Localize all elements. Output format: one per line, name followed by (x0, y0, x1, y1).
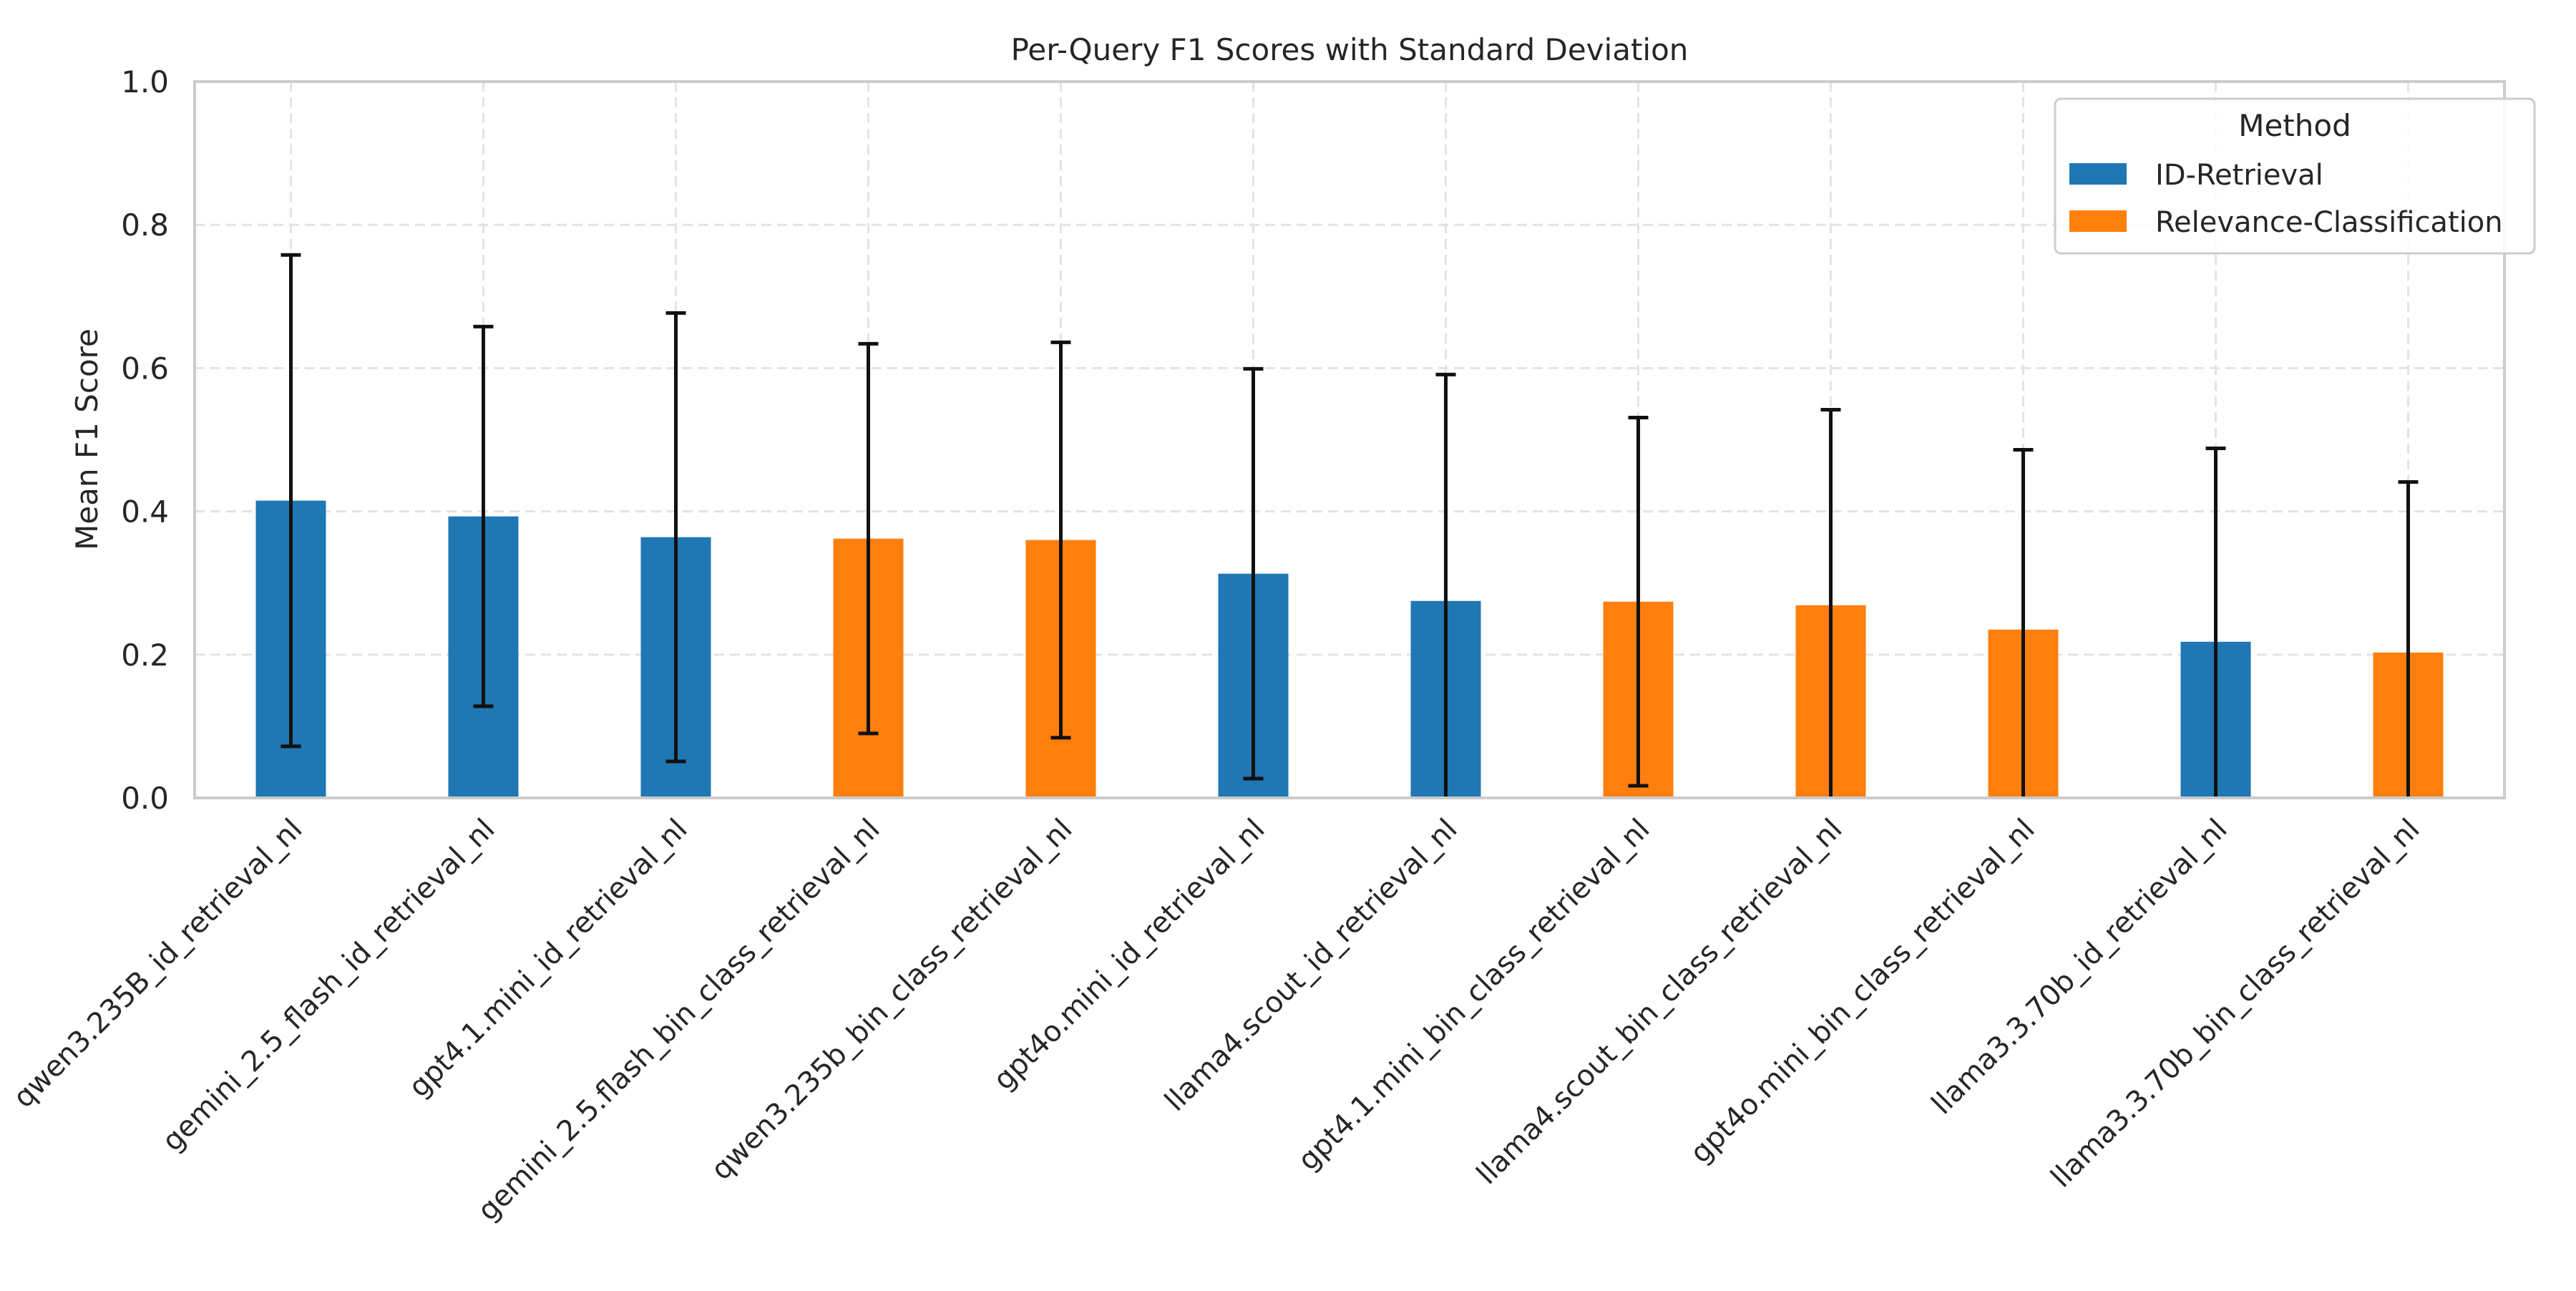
legend-label-id-retrieval: ID-Retrieval (2155, 159, 2323, 192)
legend-title: Method (2238, 108, 2351, 143)
legend-frame (2054, 97, 2536, 255)
y-tick-label: 0.0 (121, 781, 169, 816)
y-tick-label: 0.4 (121, 495, 169, 530)
plot-frame (193, 80, 2506, 799)
chart-title: Per-Query F1 Scores with Standard Deviat… (1011, 32, 1689, 67)
y-tick-label: 0.2 (121, 638, 169, 673)
legend-swatch-id-retrieval (2069, 163, 2127, 185)
y-axis-ticks: 0.0 0.2 0.4 0.6 0.8 1.0 (121, 64, 169, 816)
legend-swatch-relevance-classification (2069, 210, 2127, 232)
y-axis-label: Mean F1 Score (69, 328, 104, 550)
y-tick-label: 0.8 (121, 208, 169, 243)
error-bars (280, 253, 2419, 798)
y-tick-label: 0.6 (121, 351, 169, 386)
legend-label-relevance-classification: Relevance-Classification (2155, 206, 2503, 239)
legend: Method ID-Retrieval Relevance-Classifica… (2054, 97, 2536, 255)
y-tick-label: 1.0 (121, 64, 169, 99)
